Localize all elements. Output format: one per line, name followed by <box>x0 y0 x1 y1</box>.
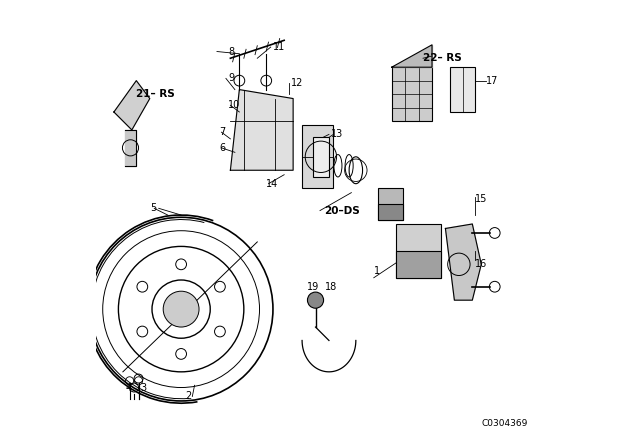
Text: 16: 16 <box>475 259 487 269</box>
Bar <box>378 204 403 220</box>
Text: 18: 18 <box>324 282 337 292</box>
Bar <box>450 67 475 112</box>
Text: 12: 12 <box>291 78 303 88</box>
Text: 21– RS: 21– RS <box>136 89 175 99</box>
Text: 4: 4 <box>125 383 131 392</box>
Text: 8: 8 <box>228 47 234 56</box>
Circle shape <box>163 291 199 327</box>
Text: 15: 15 <box>475 194 487 204</box>
Polygon shape <box>445 224 481 300</box>
Text: C0304369: C0304369 <box>481 419 527 428</box>
Bar <box>396 224 441 278</box>
Text: 19: 19 <box>307 282 319 292</box>
Polygon shape <box>392 45 432 67</box>
Bar <box>392 67 432 121</box>
Text: 6: 6 <box>220 143 225 153</box>
Circle shape <box>307 292 324 308</box>
Polygon shape <box>125 130 136 166</box>
Text: 20–DS: 20–DS <box>324 206 360 215</box>
Text: 14: 14 <box>266 179 278 189</box>
Text: 11: 11 <box>273 42 285 52</box>
Text: 2: 2 <box>186 392 192 401</box>
Bar <box>378 188 403 220</box>
Bar <box>314 137 329 177</box>
Bar <box>302 125 333 188</box>
Text: 10: 10 <box>228 100 241 110</box>
Text: 3: 3 <box>141 383 147 392</box>
Polygon shape <box>230 90 293 170</box>
Text: 9: 9 <box>228 73 234 83</box>
Text: 22– RS: 22– RS <box>423 53 462 63</box>
Text: 5: 5 <box>150 203 156 213</box>
Polygon shape <box>114 81 150 130</box>
Text: 1: 1 <box>374 266 380 276</box>
Bar <box>396 251 441 278</box>
Text: 7: 7 <box>220 127 225 137</box>
Text: 17: 17 <box>486 76 498 86</box>
Text: 13: 13 <box>332 129 344 139</box>
